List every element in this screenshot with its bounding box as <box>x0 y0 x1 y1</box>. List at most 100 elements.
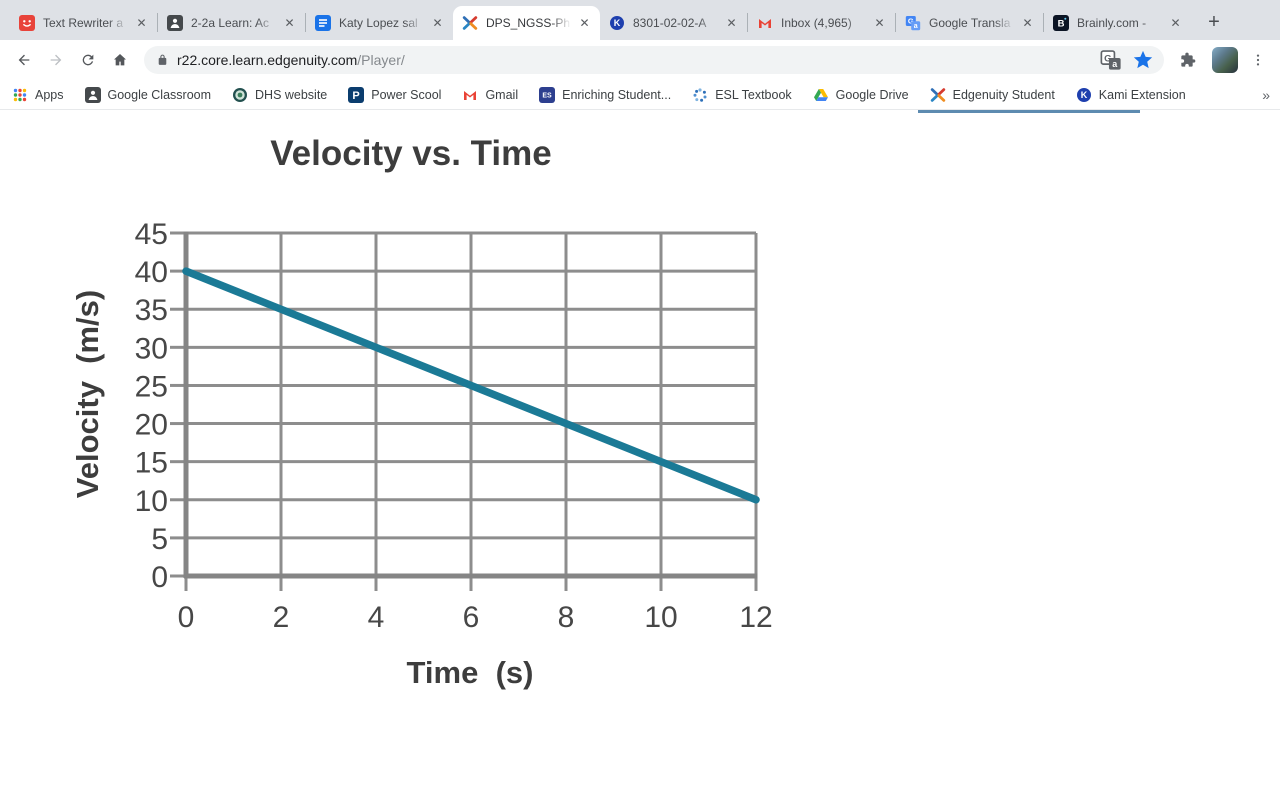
bookmark-enriching-student[interactable]: ES Enriching Student... <box>539 86 672 103</box>
bookmark-label: Apps <box>35 87 64 102</box>
embedded-player-top-border <box>918 110 1140 113</box>
url-path: /Player/ <box>357 52 405 68</box>
bookmark-dhs-website[interactable]: DHS website <box>232 87 327 103</box>
docs-icon <box>315 15 331 31</box>
tab-label: Katy Lopez sal <box>339 15 424 31</box>
tab-katy-lopez-sal[interactable]: Katy Lopez sal ✕ <box>306 6 453 40</box>
apps-grid-icon <box>12 87 28 103</box>
reload-icon <box>80 52 96 68</box>
chrome-menu-button[interactable] <box>1244 46 1272 74</box>
tab-inbox-4-965[interactable]: Inbox (4,965) ✕ <box>748 6 895 40</box>
classroom-icon <box>84 86 101 103</box>
svg-text:40: 40 <box>135 256 168 289</box>
tab-label: Brainly.com - <box>1077 15 1162 31</box>
bookmark-power-scool[interactable]: P Power Scool <box>348 86 441 103</box>
x-axis-title: Time (s) <box>406 655 534 690</box>
tab-divider <box>895 13 896 32</box>
bookmark-edgenuity-student[interactable]: Edgenuity Student <box>930 87 1055 103</box>
reload-button[interactable] <box>74 46 102 74</box>
svg-text:K: K <box>614 18 621 28</box>
bookmark-kami-extension[interactable]: K Kami Extension <box>1076 87 1186 103</box>
tab-label: Google Transla <box>929 15 1014 31</box>
url-domain: r22.core.learn.edgenuity.com <box>177 52 358 68</box>
tab-dps-ngss-ph[interactable]: DPS_NGSS-Ph ✕ <box>453 6 600 40</box>
close-icon[interactable]: ✕ <box>284 15 295 30</box>
svg-text:10: 10 <box>135 485 168 518</box>
svg-text:P: P <box>353 90 360 102</box>
close-icon[interactable]: ✕ <box>579 15 590 30</box>
home-icon <box>112 52 128 68</box>
kebab-menu-icon <box>1250 52 1266 68</box>
close-icon[interactable]: ✕ <box>1170 15 1181 30</box>
close-icon[interactable]: ✕ <box>726 15 737 30</box>
url-text: r22.core.learn.edgenuity.com/Player/ <box>177 52 1090 68</box>
svg-text:25: 25 <box>135 370 168 403</box>
svg-text:15: 15 <box>135 447 168 480</box>
tab-8301-02-02-a[interactable]: K 8301-02-02-A ✕ <box>600 6 747 40</box>
profile-avatar[interactable] <box>1212 47 1238 73</box>
kami-icon: K <box>1076 87 1092 103</box>
tab-text-rewriter-a[interactable]: Text Rewriter a ✕ <box>10 6 157 40</box>
bookmark-esl-textbook[interactable]: ESL Textbook <box>692 87 792 103</box>
svg-text:20: 20 <box>135 409 168 442</box>
edgenuity-icon <box>462 15 478 31</box>
bookmark-label: DHS website <box>255 87 328 102</box>
tab-label: 2-2a Learn: Ac <box>191 15 276 31</box>
bookmark-label: Google Classroom <box>107 87 212 102</box>
tab-label: DPS_NGSS-Ph <box>486 15 571 31</box>
bookmark-label: Gmail <box>485 87 519 102</box>
back-button[interactable] <box>10 46 38 74</box>
close-icon[interactable]: ✕ <box>432 15 443 30</box>
bookmark-apps[interactable]: Apps <box>12 87 64 103</box>
svg-text:a: a <box>1112 59 1118 69</box>
svg-text:a: a <box>914 23 918 30</box>
svg-text:35: 35 <box>135 294 168 327</box>
svg-text:4: 4 <box>368 601 385 634</box>
bookmark-label: Enriching Student... <box>562 87 672 102</box>
tab-divider <box>157 13 158 32</box>
close-icon[interactable]: ✕ <box>1022 15 1033 30</box>
svg-text:G: G <box>908 17 914 26</box>
svg-text:ES: ES <box>542 92 552 99</box>
bookmarks-bar: Apps Google Classroom DHS website P Power Sc… <box>0 80 1280 110</box>
svg-text:5: 5 <box>151 523 168 556</box>
bookmark-google-drive[interactable]: Google Drive <box>813 87 909 103</box>
brainly-icon: B <box>1053 15 1069 31</box>
velocity-time-chart: 0 5 10 15 20 25 30 35 40 45 0 2 4 6 8 10 12 <box>135 218 773 634</box>
new-tab-button[interactable]: + <box>1208 10 1220 33</box>
bookmark-label: ESL Textbook <box>715 87 792 102</box>
svg-text:G: G <box>1104 53 1111 64</box>
home-button[interactable] <box>106 46 134 74</box>
close-icon[interactable]: ✕ <box>874 15 885 30</box>
svg-text:8: 8 <box>558 601 575 634</box>
text-rewriter-icon <box>19 15 35 31</box>
tab-label: Inbox (4,965) <box>781 15 866 31</box>
svg-text:30: 30 <box>135 332 168 365</box>
forward-button[interactable] <box>42 46 70 74</box>
tab-label: 8301-02-02-A <box>633 15 718 31</box>
gmail-icon <box>462 87 478 103</box>
close-icon[interactable]: ✕ <box>136 15 147 30</box>
extensions-button[interactable] <box>1174 46 1202 74</box>
tab-2-2a-learn-ac[interactable]: 2-2a Learn: Ac ✕ <box>158 6 305 40</box>
bookmark-label: Google Drive <box>835 87 909 102</box>
tab-brainly-com[interactable]: B Brainly.com - ✕ <box>1044 6 1191 40</box>
esl-icon <box>692 87 708 103</box>
back-icon <box>16 52 32 68</box>
bookmark-star-button[interactable] <box>1132 49 1154 71</box>
bookmark-gmail[interactable]: Gmail <box>462 87 518 103</box>
svg-text:0: 0 <box>151 561 168 594</box>
bookmark-label: Kami Extension <box>1098 87 1186 102</box>
svg-text:6: 6 <box>463 601 480 634</box>
drive-icon <box>813 87 829 103</box>
tab-divider <box>305 13 306 32</box>
svg-text:10: 10 <box>644 601 677 634</box>
forward-icon <box>48 52 64 68</box>
bookmarks-overflow-chevron[interactable]: » <box>1262 87 1270 103</box>
classroom-icon <box>167 15 183 31</box>
bookmark-google-classroom[interactable]: Google Classroom <box>84 86 212 103</box>
